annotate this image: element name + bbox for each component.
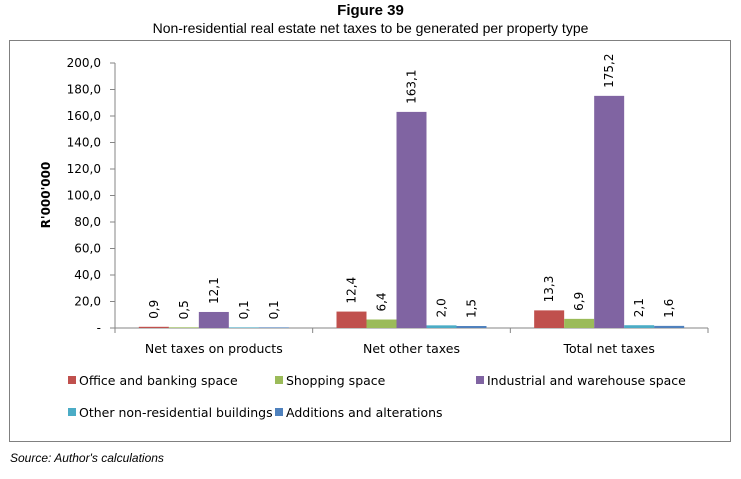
legend: Office and banking space Shopping space In… bbox=[68, 373, 686, 420]
data-label: 0,1 bbox=[267, 300, 281, 319]
bar bbox=[594, 95, 625, 328]
legend-swatch bbox=[275, 408, 283, 416]
data-labels: 0,9 0,5 12,1 0,1 0,1 12,4 6,4 163,1 2,0 1,5 13,3 6,… bbox=[147, 54, 676, 320]
bar bbox=[168, 327, 199, 328]
legend-label: Additions and alterations bbox=[286, 405, 443, 420]
x-axis: Net taxes on products Net other taxes Tota… bbox=[114, 327, 709, 356]
data-label: 12,1 bbox=[207, 277, 221, 304]
bar bbox=[396, 111, 427, 328]
y-tick-label: 120,0 bbox=[67, 162, 101, 176]
data-label: 0,9 bbox=[147, 300, 161, 319]
legend-item: Industrial and warehouse space bbox=[476, 373, 686, 388]
x-category-label: Net other taxes bbox=[363, 341, 460, 356]
legend-item: Other non-residential buildings bbox=[68, 405, 273, 420]
bar bbox=[654, 325, 685, 328]
data-label: 163,1 bbox=[405, 70, 419, 104]
data-label: 12,4 bbox=[345, 277, 359, 304]
data-label: 13,3 bbox=[542, 276, 556, 303]
data-label: 6,9 bbox=[572, 292, 586, 311]
bar bbox=[534, 310, 565, 328]
bar bbox=[366, 319, 397, 328]
y-tick-label: 160,0 bbox=[67, 109, 101, 123]
y-tick-label: 20,0 bbox=[74, 295, 101, 309]
data-label: 0,1 bbox=[237, 300, 251, 319]
bar bbox=[198, 311, 229, 328]
y-axis: - 20,0 40,0 60,0 80,0 100,0 120,0 140,0 160,0 180… bbox=[67, 56, 116, 335]
data-label: 2,1 bbox=[632, 298, 646, 317]
legend-label: Shopping space bbox=[286, 373, 386, 388]
data-label: 6,4 bbox=[375, 292, 389, 311]
data-label: 1,5 bbox=[465, 299, 479, 318]
legend-item: Shopping space bbox=[275, 373, 386, 388]
y-tick-label: 60,0 bbox=[74, 242, 101, 256]
y-tick-label: 140,0 bbox=[67, 136, 101, 150]
chart-frame bbox=[9, 40, 731, 442]
y-tick-label: 180,0 bbox=[67, 83, 101, 97]
legend-item: Additions and alterations bbox=[275, 405, 443, 420]
legend-label: Other non-residential buildings bbox=[79, 405, 273, 420]
legend-swatch bbox=[68, 408, 76, 416]
bar bbox=[228, 327, 259, 328]
x-category-label: Total net taxes bbox=[562, 341, 654, 356]
figure-number: Figure 39 bbox=[337, 2, 404, 19]
bar bbox=[564, 318, 595, 328]
y-tick-label: 100,0 bbox=[67, 189, 101, 203]
bars bbox=[138, 95, 685, 328]
bar bbox=[138, 326, 169, 328]
legend-swatch bbox=[275, 376, 283, 384]
data-label: 0,5 bbox=[177, 300, 191, 319]
legend-item: Office and banking space bbox=[68, 373, 238, 388]
data-label: 1,6 bbox=[662, 299, 676, 318]
bar bbox=[336, 311, 367, 328]
legend-swatch bbox=[476, 376, 484, 384]
bar bbox=[624, 325, 655, 328]
data-label: 2,0 bbox=[435, 298, 449, 317]
source-note: Source: Author's calculations bbox=[10, 451, 164, 465]
bar bbox=[456, 326, 487, 328]
bar bbox=[258, 327, 289, 328]
y-tick-label: 40,0 bbox=[74, 268, 101, 282]
legend-label: Office and banking space bbox=[79, 373, 238, 388]
legend-swatch bbox=[68, 376, 76, 384]
y-axis-title: R'000'000 bbox=[39, 162, 53, 229]
legend-label: Industrial and warehouse space bbox=[487, 373, 686, 388]
y-tick-label: 200,0 bbox=[67, 56, 101, 70]
data-label: 175,2 bbox=[602, 54, 616, 88]
y-tick-label: 80,0 bbox=[74, 215, 101, 229]
y-tick-label: - bbox=[97, 321, 101, 335]
chart-title: Non-residential real estate net taxes to… bbox=[152, 20, 589, 36]
bar bbox=[426, 325, 457, 328]
x-category-label: Net taxes on products bbox=[145, 341, 283, 356]
